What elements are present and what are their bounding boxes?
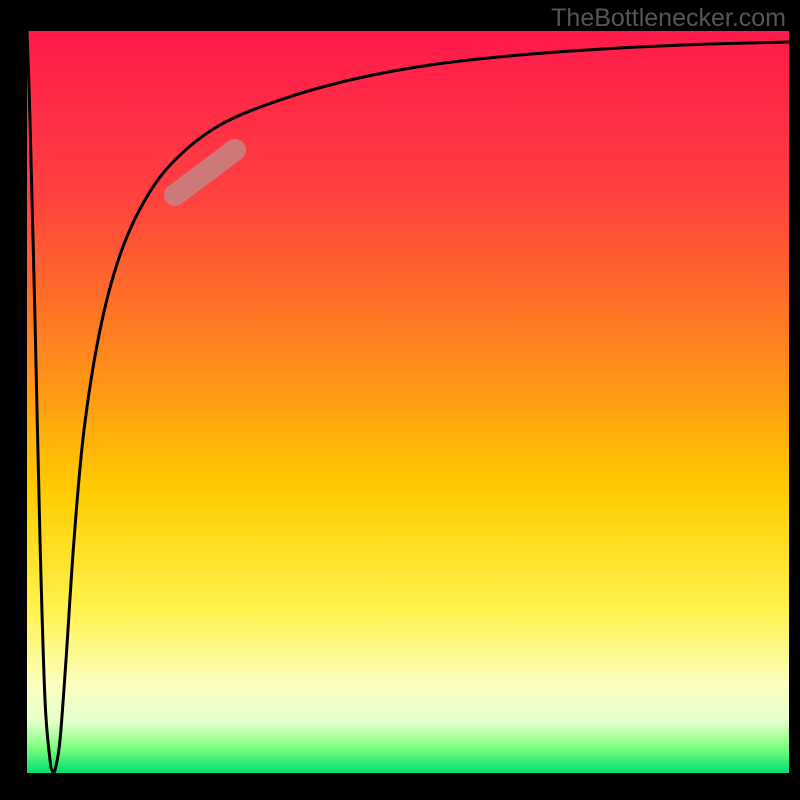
plot-background bbox=[27, 31, 789, 773]
chart-svg bbox=[0, 0, 800, 800]
source-watermark: TheBottlenecker.com bbox=[551, 4, 786, 33]
chart-container: TheBottlenecker.com bbox=[0, 0, 800, 800]
